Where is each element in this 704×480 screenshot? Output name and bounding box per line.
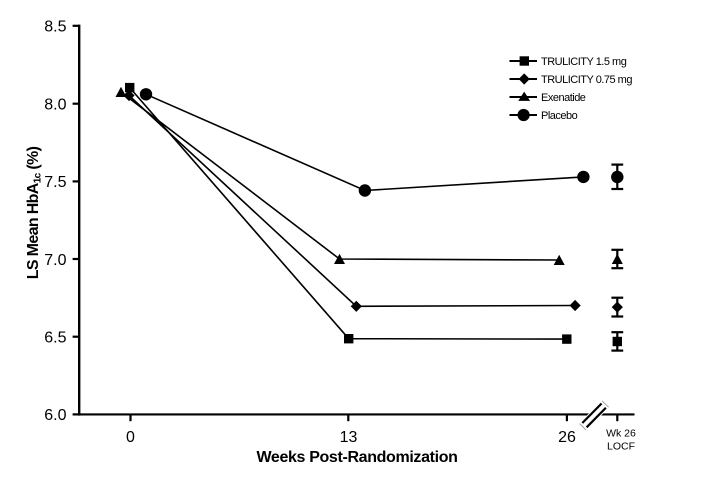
svg-text:Exenatide: Exenatide bbox=[541, 92, 586, 104]
svg-text:Placebo: Placebo bbox=[541, 110, 578, 122]
svg-text:7.5: 7.5 bbox=[44, 174, 66, 191]
svg-text:Weeks Post-Randomization: Weeks Post-Randomization bbox=[256, 449, 457, 466]
svg-text:LS Mean HbA1c (%): LS Mean HbA1c (%) bbox=[25, 146, 44, 279]
svg-text:TRULICITY 1.5 mg: TRULICITY 1.5 mg bbox=[541, 56, 627, 68]
svg-text:7.0: 7.0 bbox=[44, 252, 66, 269]
svg-text:13: 13 bbox=[340, 429, 358, 446]
svg-text:0: 0 bbox=[126, 429, 135, 446]
svg-text:TRULICITY 0.75 mg: TRULICITY 0.75 mg bbox=[541, 74, 632, 86]
svg-text:26: 26 bbox=[558, 429, 576, 446]
svg-text:8.0: 8.0 bbox=[44, 97, 66, 114]
svg-text:6.0: 6.0 bbox=[44, 407, 66, 424]
svg-text:8.5: 8.5 bbox=[44, 19, 66, 36]
svg-text:6.5: 6.5 bbox=[44, 330, 66, 347]
svg-text:LOCF: LOCF bbox=[607, 441, 635, 453]
svg-text:Wk 26: Wk 26 bbox=[606, 428, 636, 440]
